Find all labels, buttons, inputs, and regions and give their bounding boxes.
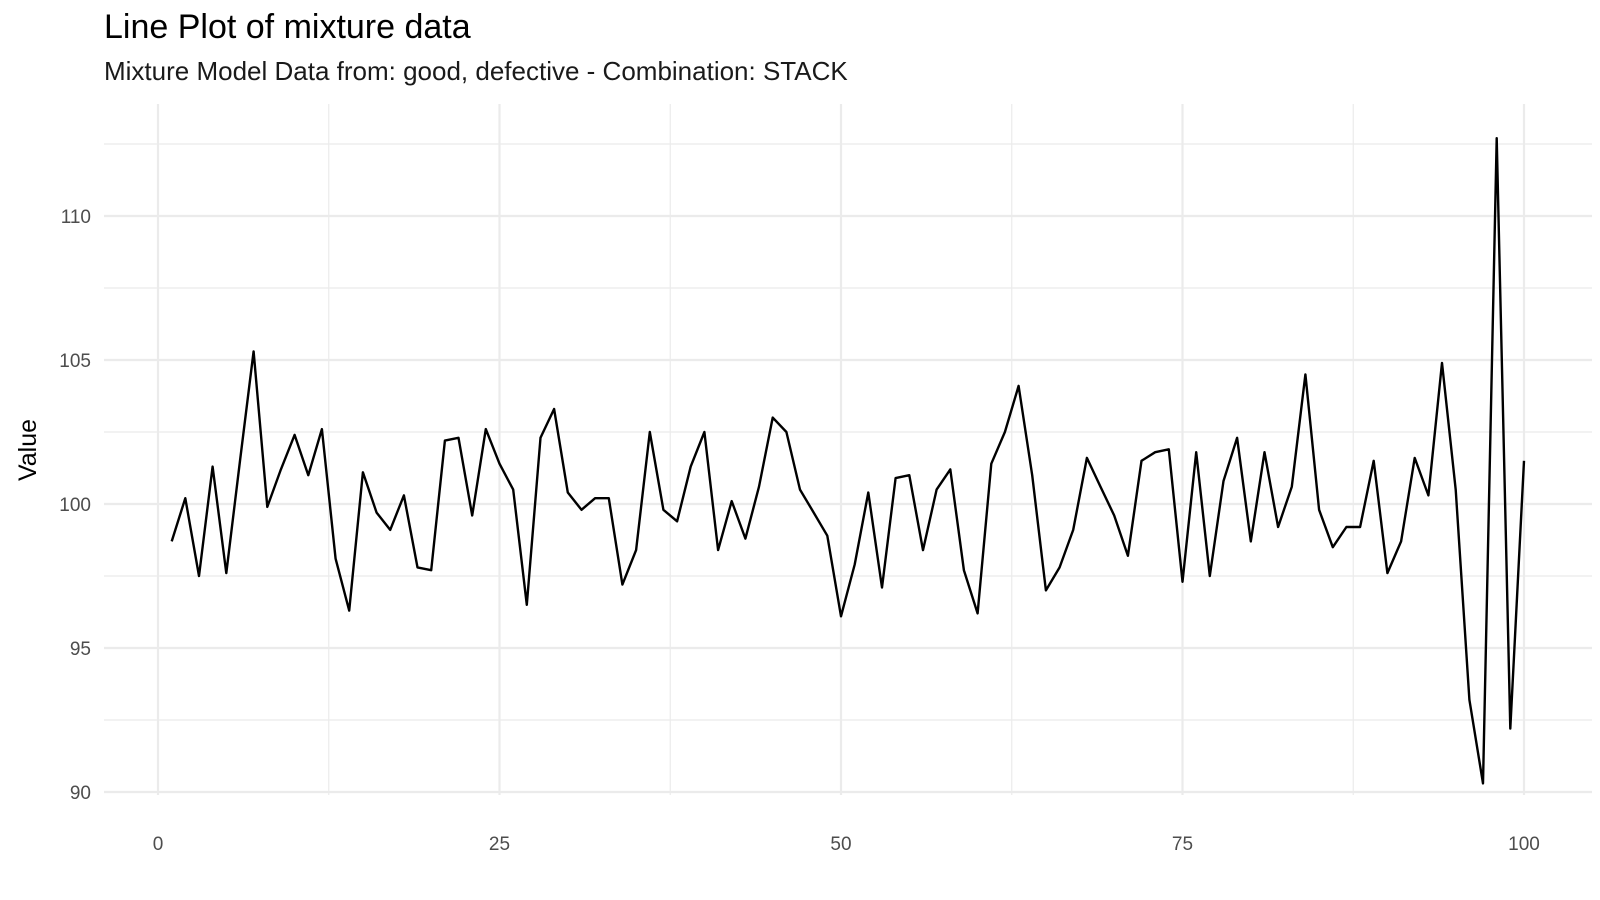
y-axis-label: Value [14,419,42,481]
y-tick-label: 110 [61,207,91,228]
y-tick-label: 100 [59,495,91,516]
y-axis-ticks: 90 95 100 105 110 [59,207,91,804]
major-gridlines [104,104,1592,795]
y-tick-label: 105 [59,351,91,372]
x-tick-label: 75 [1172,834,1193,855]
x-tick-label: 0 [153,834,164,855]
series-layer [170,136,1526,785]
x-tick-label: 100 [1508,834,1540,855]
x-tick-label: 50 [830,834,851,855]
chart-subtitle: Mixture Model Data from: good, defective… [104,56,848,86]
x-tick-label: 25 [489,834,510,855]
series-line [170,136,1526,785]
chart-title: Line Plot of mixture data [104,8,471,46]
minor-gridlines [104,104,1592,795]
x-axis-ticks: 0 25 50 75 100 [153,834,1540,855]
y-tick-label: 90 [70,783,91,804]
y-tick-label: 95 [70,639,91,660]
